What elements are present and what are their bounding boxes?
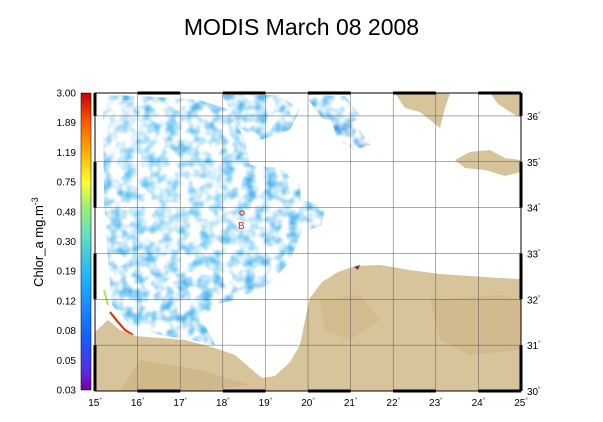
latitude-label: 33°	[527, 249, 541, 260]
frame-bar-top	[478, 91, 521, 95]
land-crete	[455, 150, 521, 176]
longitude-label: 25°	[514, 398, 528, 409]
colorbar-tick-label: 0.03	[57, 386, 77, 397]
frame-bar-right	[519, 161, 523, 208]
frame-scale-bars	[93, 91, 523, 393]
map-title: MODIS March 08 2008	[183, 14, 420, 40]
frame-bar-right	[519, 93, 523, 116]
colorbar-gradient	[80, 92, 92, 391]
frame-bar-right	[519, 345, 523, 391]
frame-bar-left	[93, 93, 97, 116]
frame-bar-bottom	[478, 389, 521, 393]
colorbar-tick-label: 0.05	[57, 356, 77, 367]
colorbar-tick-label: 1.19	[57, 148, 77, 159]
colorbar-tick-label: 0.75	[57, 178, 77, 189]
map-area	[95, 93, 521, 391]
latitude-label: 34°	[527, 204, 541, 215]
latitude-label: 31°	[527, 341, 541, 352]
frame-bar-left	[93, 345, 97, 391]
longitude-labels: 15° 16° 17° 18° 19° 20° 21° 22° 23° 24° 25°	[88, 398, 528, 409]
longitude-label: 18°	[216, 398, 230, 409]
colorbar-ticks: 3.00 1.89 1.19 0.75 0.48 0.30 0.19 0.12 0.08 0.05…	[57, 89, 77, 397]
frame-bar-bottom	[393, 389, 436, 393]
latitude-label: 30°	[527, 387, 541, 398]
latitude-label: 36°	[527, 112, 541, 123]
longitude-label: 19°	[259, 398, 273, 409]
frame-bar-right	[519, 253, 523, 300]
longitude-label: 16°	[131, 398, 145, 409]
colorbar-tick-label: 1.89	[57, 118, 77, 129]
frame-bar-left	[93, 161, 97, 208]
frame-bar-bottom	[308, 389, 351, 393]
longitude-label: 24°	[472, 398, 486, 409]
coastal-bloom	[109, 311, 134, 336]
frame-bar-top	[137, 91, 181, 95]
latitude-label: 35°	[527, 158, 541, 169]
longitude-label: 23°	[429, 398, 443, 409]
latitude-labels: 36° 35° 34° 33° 32° 31° 30°	[527, 112, 541, 398]
colorbar-tick-label: 0.08	[57, 326, 77, 337]
longitude-label: 15°	[88, 398, 102, 409]
longitude-label: 22°	[386, 398, 400, 409]
frame-bar-top	[222, 91, 266, 95]
frame-bar-top	[393, 91, 436, 95]
station-label: B	[238, 221, 245, 232]
chlorophyll-field	[103, 95, 370, 345]
colorbar-tick-label: 0.30	[57, 237, 77, 248]
land-greece	[395, 93, 450, 128]
colorbar: 3.00 1.89 1.19 0.75 0.48 0.30 0.19 0.12 0.08 0.05…	[57, 89, 92, 397]
latitude-label: 32°	[527, 295, 541, 306]
colorbar-tick-label: 0.19	[57, 267, 77, 278]
frame-bar-top	[308, 91, 351, 95]
colorbar-tick-label: 0.12	[57, 296, 77, 307]
frame-bar-bottom	[222, 389, 266, 393]
colorbar-tick-label: 3.00	[57, 89, 77, 100]
colorbar-tick-label: 0.48	[57, 207, 77, 218]
frame-bar-bottom	[137, 389, 181, 393]
frame-bar-left	[93, 253, 97, 300]
graticule	[95, 93, 521, 391]
longitude-label: 21°	[344, 398, 358, 409]
longitude-label: 20°	[301, 398, 315, 409]
longitude-label: 17°	[173, 398, 187, 409]
